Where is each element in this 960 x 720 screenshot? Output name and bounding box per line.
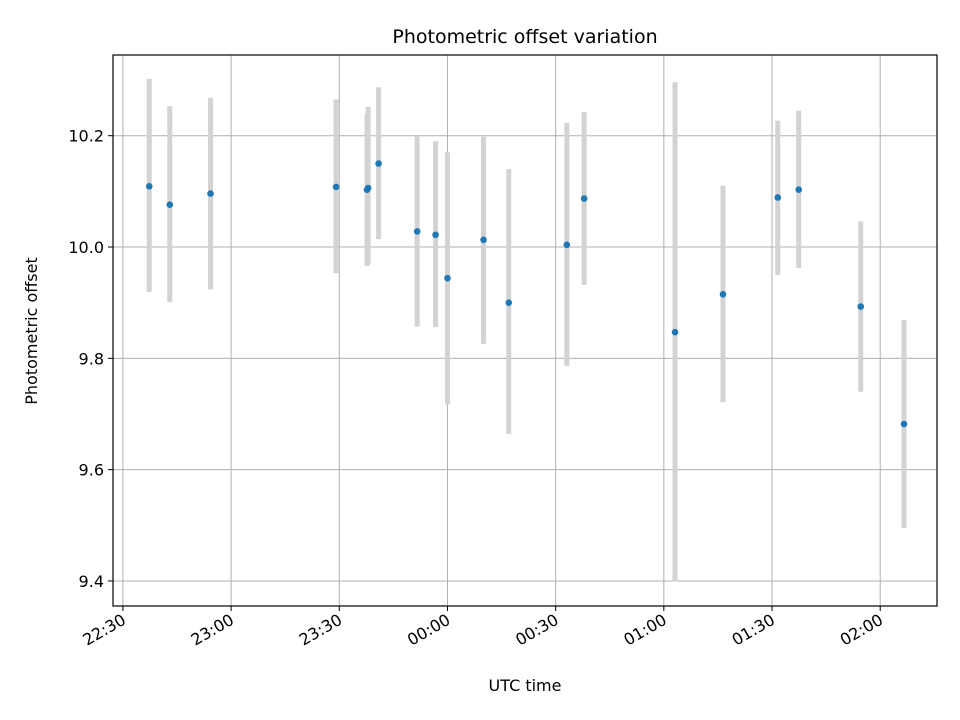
data-point [857,303,865,310]
data-point [166,201,174,209]
x-axis-title: UTC time [489,676,562,695]
plot-frame [112,54,938,607]
data-point [413,228,421,235]
data-point [671,328,679,336]
data-point [505,299,513,306]
y-tick-label: 9.8 [79,349,104,368]
data-point [375,160,382,167]
data-point [900,420,908,428]
data-point [774,194,782,201]
data-point [444,274,451,282]
data-point [364,184,372,192]
data-point [145,183,153,190]
y-axis-title: Photometric offset [22,257,41,405]
y-tick-label: 9.6 [79,461,104,480]
data-point [480,236,487,244]
y-axis: 9.4 9.6 9.8 10.0 10.2 [68,127,113,591]
chart-title: Photometric offset variation [392,26,657,48]
y-tick-label: 10.2 [68,127,104,146]
data-point [563,241,571,249]
y-tick-label: 10.0 [68,238,104,257]
data-point [719,291,727,298]
data-point [207,190,214,197]
data-points [145,160,908,428]
y-tick-label: 9.4 [79,572,104,591]
data-point [332,183,340,191]
data-point [432,231,439,239]
data-point [795,186,803,193]
data-point [580,195,588,202]
